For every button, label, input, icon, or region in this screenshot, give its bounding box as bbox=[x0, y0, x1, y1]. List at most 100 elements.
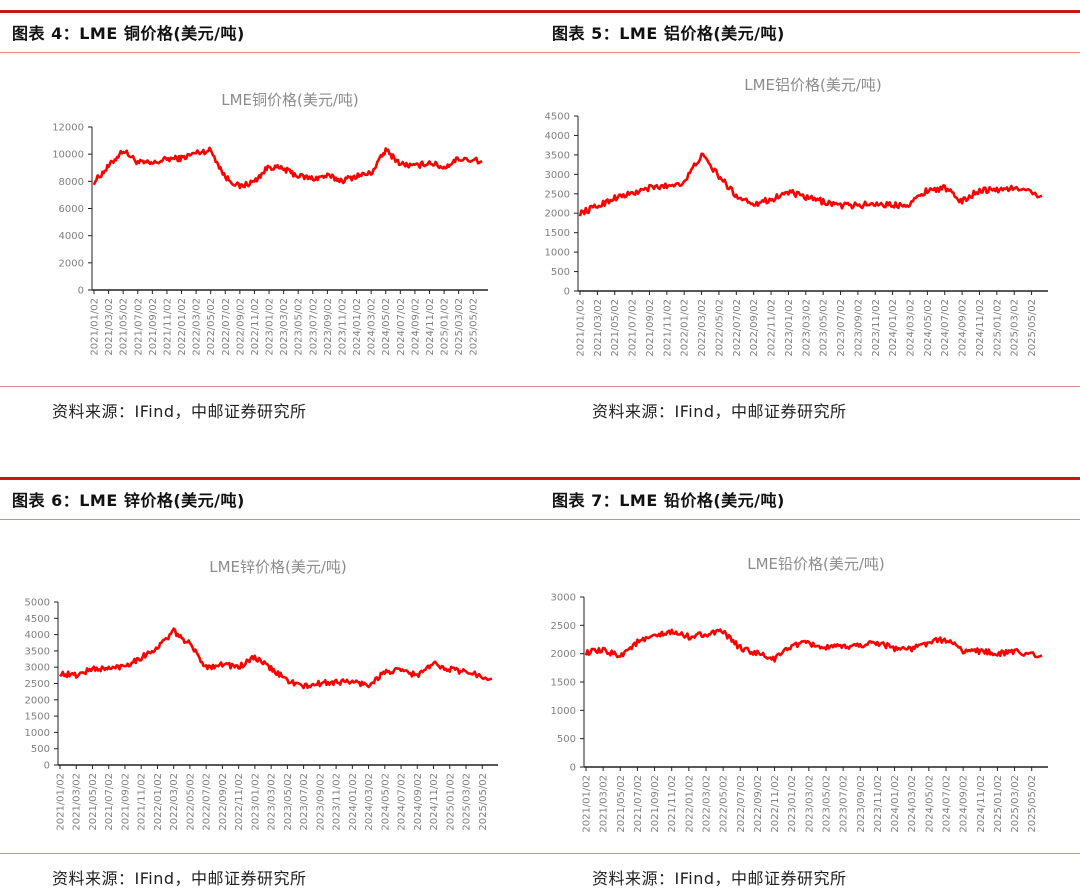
x-tick-label: 2023/03/02 bbox=[279, 298, 290, 356]
price-series-line bbox=[578, 152, 1043, 217]
x-tick-label: 2021/07/02 bbox=[633, 775, 644, 833]
x-tick-label: 2023/03/02 bbox=[267, 773, 278, 831]
price-series-line bbox=[92, 146, 483, 190]
x-tick-label: 2024/03/02 bbox=[906, 299, 917, 357]
x-tick-label: 2022/09/02 bbox=[235, 298, 246, 356]
heading-divider bbox=[0, 519, 540, 520]
y-tick-label: 3000 bbox=[551, 593, 576, 604]
x-tick-label: 2023/07/02 bbox=[308, 298, 319, 356]
source-divider bbox=[0, 386, 540, 387]
x-tick-label: 2021/11/02 bbox=[667, 775, 678, 833]
y-tick-label: 1000 bbox=[25, 728, 50, 739]
x-tick-label: 2025/05/02 bbox=[478, 773, 489, 831]
x-tick-label: 2022/11/02 bbox=[770, 775, 781, 833]
x-tick-label: 2025/03/02 bbox=[462, 773, 473, 831]
x-tick-label: 2021/09/02 bbox=[120, 773, 131, 831]
x-tick-label: 2022/09/02 bbox=[753, 775, 764, 833]
x-tick-label: 2024/05/02 bbox=[380, 773, 391, 831]
x-tick-label: 2024/11/02 bbox=[975, 299, 986, 357]
x-tick-label: 2023/01/02 bbox=[784, 299, 795, 357]
y-tick-label: 2500 bbox=[25, 679, 50, 690]
x-tick-label: 2023/05/02 bbox=[822, 775, 833, 833]
x-tick-label: 2023/05/02 bbox=[283, 773, 294, 831]
y-tick-label: 3500 bbox=[25, 646, 50, 657]
section-top-rule bbox=[540, 477, 1080, 480]
x-tick-label: 2022/05/02 bbox=[206, 298, 217, 356]
chart-title: LME铝价格(美元/吨) bbox=[744, 76, 882, 94]
x-tick-label: 2024/09/02 bbox=[410, 298, 421, 356]
y-tick-label: 4500 bbox=[25, 614, 50, 625]
x-tick-label: 2023/07/02 bbox=[839, 775, 850, 833]
x-tick-label: 2024/09/02 bbox=[959, 775, 970, 833]
x-tick-label: 2021/01/02 bbox=[576, 299, 587, 357]
x-tick-label: 2022/11/02 bbox=[767, 299, 778, 357]
x-tick-label: 2024/01/02 bbox=[348, 773, 359, 831]
heading-divider bbox=[0, 52, 540, 53]
figure-heading: 图表 4：LME 铜价格(美元/吨) bbox=[12, 24, 245, 43]
y-tick-label: 4000 bbox=[545, 131, 570, 142]
x-tick-label: 2025/03/02 bbox=[454, 298, 465, 356]
y-tick-label: 0 bbox=[78, 286, 84, 297]
y-tick-label: 1500 bbox=[25, 712, 50, 723]
y-tick-label: 4000 bbox=[25, 630, 50, 641]
y-tick-label: 6000 bbox=[59, 204, 84, 215]
x-tick-label: 2025/05/02 bbox=[1027, 775, 1038, 833]
x-tick-label: 2022/07/02 bbox=[202, 773, 213, 831]
x-tick-label: 2022/07/02 bbox=[732, 299, 743, 357]
x-tick-label: 2025/05/02 bbox=[469, 298, 480, 356]
x-tick-label: 2022/07/02 bbox=[736, 775, 747, 833]
line-chart: LME铜价格(美元/吨) 0 2000 4000 6000 8000 10000 12000 2… bbox=[52, 91, 488, 356]
price-series-line bbox=[59, 627, 493, 690]
x-tick-label: 2021/01/02 bbox=[56, 773, 67, 831]
y-tick-label: 1000 bbox=[545, 248, 570, 259]
y-tick-label: 4000 bbox=[59, 231, 84, 242]
x-tick-label: 2024/07/02 bbox=[942, 775, 953, 833]
x-tick-label: 2022/09/02 bbox=[749, 299, 760, 357]
x-tick-label: 2024/11/02 bbox=[425, 298, 436, 356]
x-tick-label: 2022/09/02 bbox=[218, 773, 229, 831]
x-tick-label: 2021/03/02 bbox=[72, 773, 83, 831]
y-tick-label: 5000 bbox=[25, 598, 50, 609]
x-tick-label: 2022/01/02 bbox=[680, 299, 691, 357]
x-tick-label: 2023/01/02 bbox=[787, 775, 798, 833]
x-tick-label: 2024/07/02 bbox=[396, 298, 407, 356]
x-tick-label: 2023/03/02 bbox=[801, 299, 812, 357]
x-tick-label: 2024/05/02 bbox=[923, 299, 934, 357]
section-top-rule bbox=[0, 10, 540, 13]
x-tick-label: 2023/09/02 bbox=[856, 775, 867, 833]
y-tick-label: 8000 bbox=[59, 177, 84, 188]
x-tick-label: 2022/01/02 bbox=[153, 773, 164, 831]
x-tick-label: 2025/01/02 bbox=[992, 299, 1003, 357]
x-tick-label: 2022/03/02 bbox=[169, 773, 180, 831]
x-tick-label: 2023/11/02 bbox=[871, 299, 882, 357]
x-tick-label: 2024/09/02 bbox=[958, 299, 969, 357]
x-tick-label: 2022/05/02 bbox=[719, 775, 730, 833]
x-tick-label: 2022/07/02 bbox=[221, 298, 232, 356]
line-chart: LME铝价格(美元/吨) 0 500 1000 1500 2000 2500 3000 3500… bbox=[545, 76, 1048, 357]
x-tick-label: 2021/07/02 bbox=[628, 299, 639, 357]
x-tick-label: 2021/11/02 bbox=[162, 298, 173, 356]
x-tick-label: 2022/11/02 bbox=[250, 298, 261, 356]
y-tick-label: 500 bbox=[551, 267, 570, 278]
x-tick-label: 2022/05/02 bbox=[714, 299, 725, 357]
price-series-line bbox=[584, 628, 1043, 663]
x-tick-label: 2023/05/02 bbox=[294, 298, 305, 356]
y-tick-label: 2000 bbox=[551, 649, 576, 660]
x-tick-label: 2024/03/02 bbox=[367, 298, 378, 356]
y-tick-label: 3500 bbox=[545, 150, 570, 161]
chart-panel-6: 图表 6：LME 锌价格(美元/吨) 资料来源：IFind，中邮证券研究所 LME… bbox=[0, 467, 540, 888]
x-tick-label: 2023/07/02 bbox=[836, 299, 847, 357]
x-tick-label: 2021/03/02 bbox=[104, 298, 115, 356]
x-tick-label: 2024/05/02 bbox=[924, 775, 935, 833]
x-tick-label: 2021/01/02 bbox=[90, 298, 101, 356]
x-tick-label: 2024/01/02 bbox=[888, 299, 899, 357]
y-tick-label: 1000 bbox=[551, 706, 576, 717]
x-tick-label: 2021/07/02 bbox=[104, 773, 115, 831]
x-tick-label: 2021/09/02 bbox=[148, 298, 159, 356]
x-tick-label: 2024/07/02 bbox=[397, 773, 408, 831]
chart-title: LME铜价格(美元/吨) bbox=[221, 91, 359, 109]
y-tick-label: 0 bbox=[564, 287, 570, 298]
chart-panel-5: 图表 5：LME 铝价格(美元/吨) 资料来源：IFind，中邮证券研究所 LME… bbox=[540, 0, 1080, 421]
x-tick-label: 2022/05/02 bbox=[185, 773, 196, 831]
x-tick-label: 2021/03/02 bbox=[593, 299, 604, 357]
